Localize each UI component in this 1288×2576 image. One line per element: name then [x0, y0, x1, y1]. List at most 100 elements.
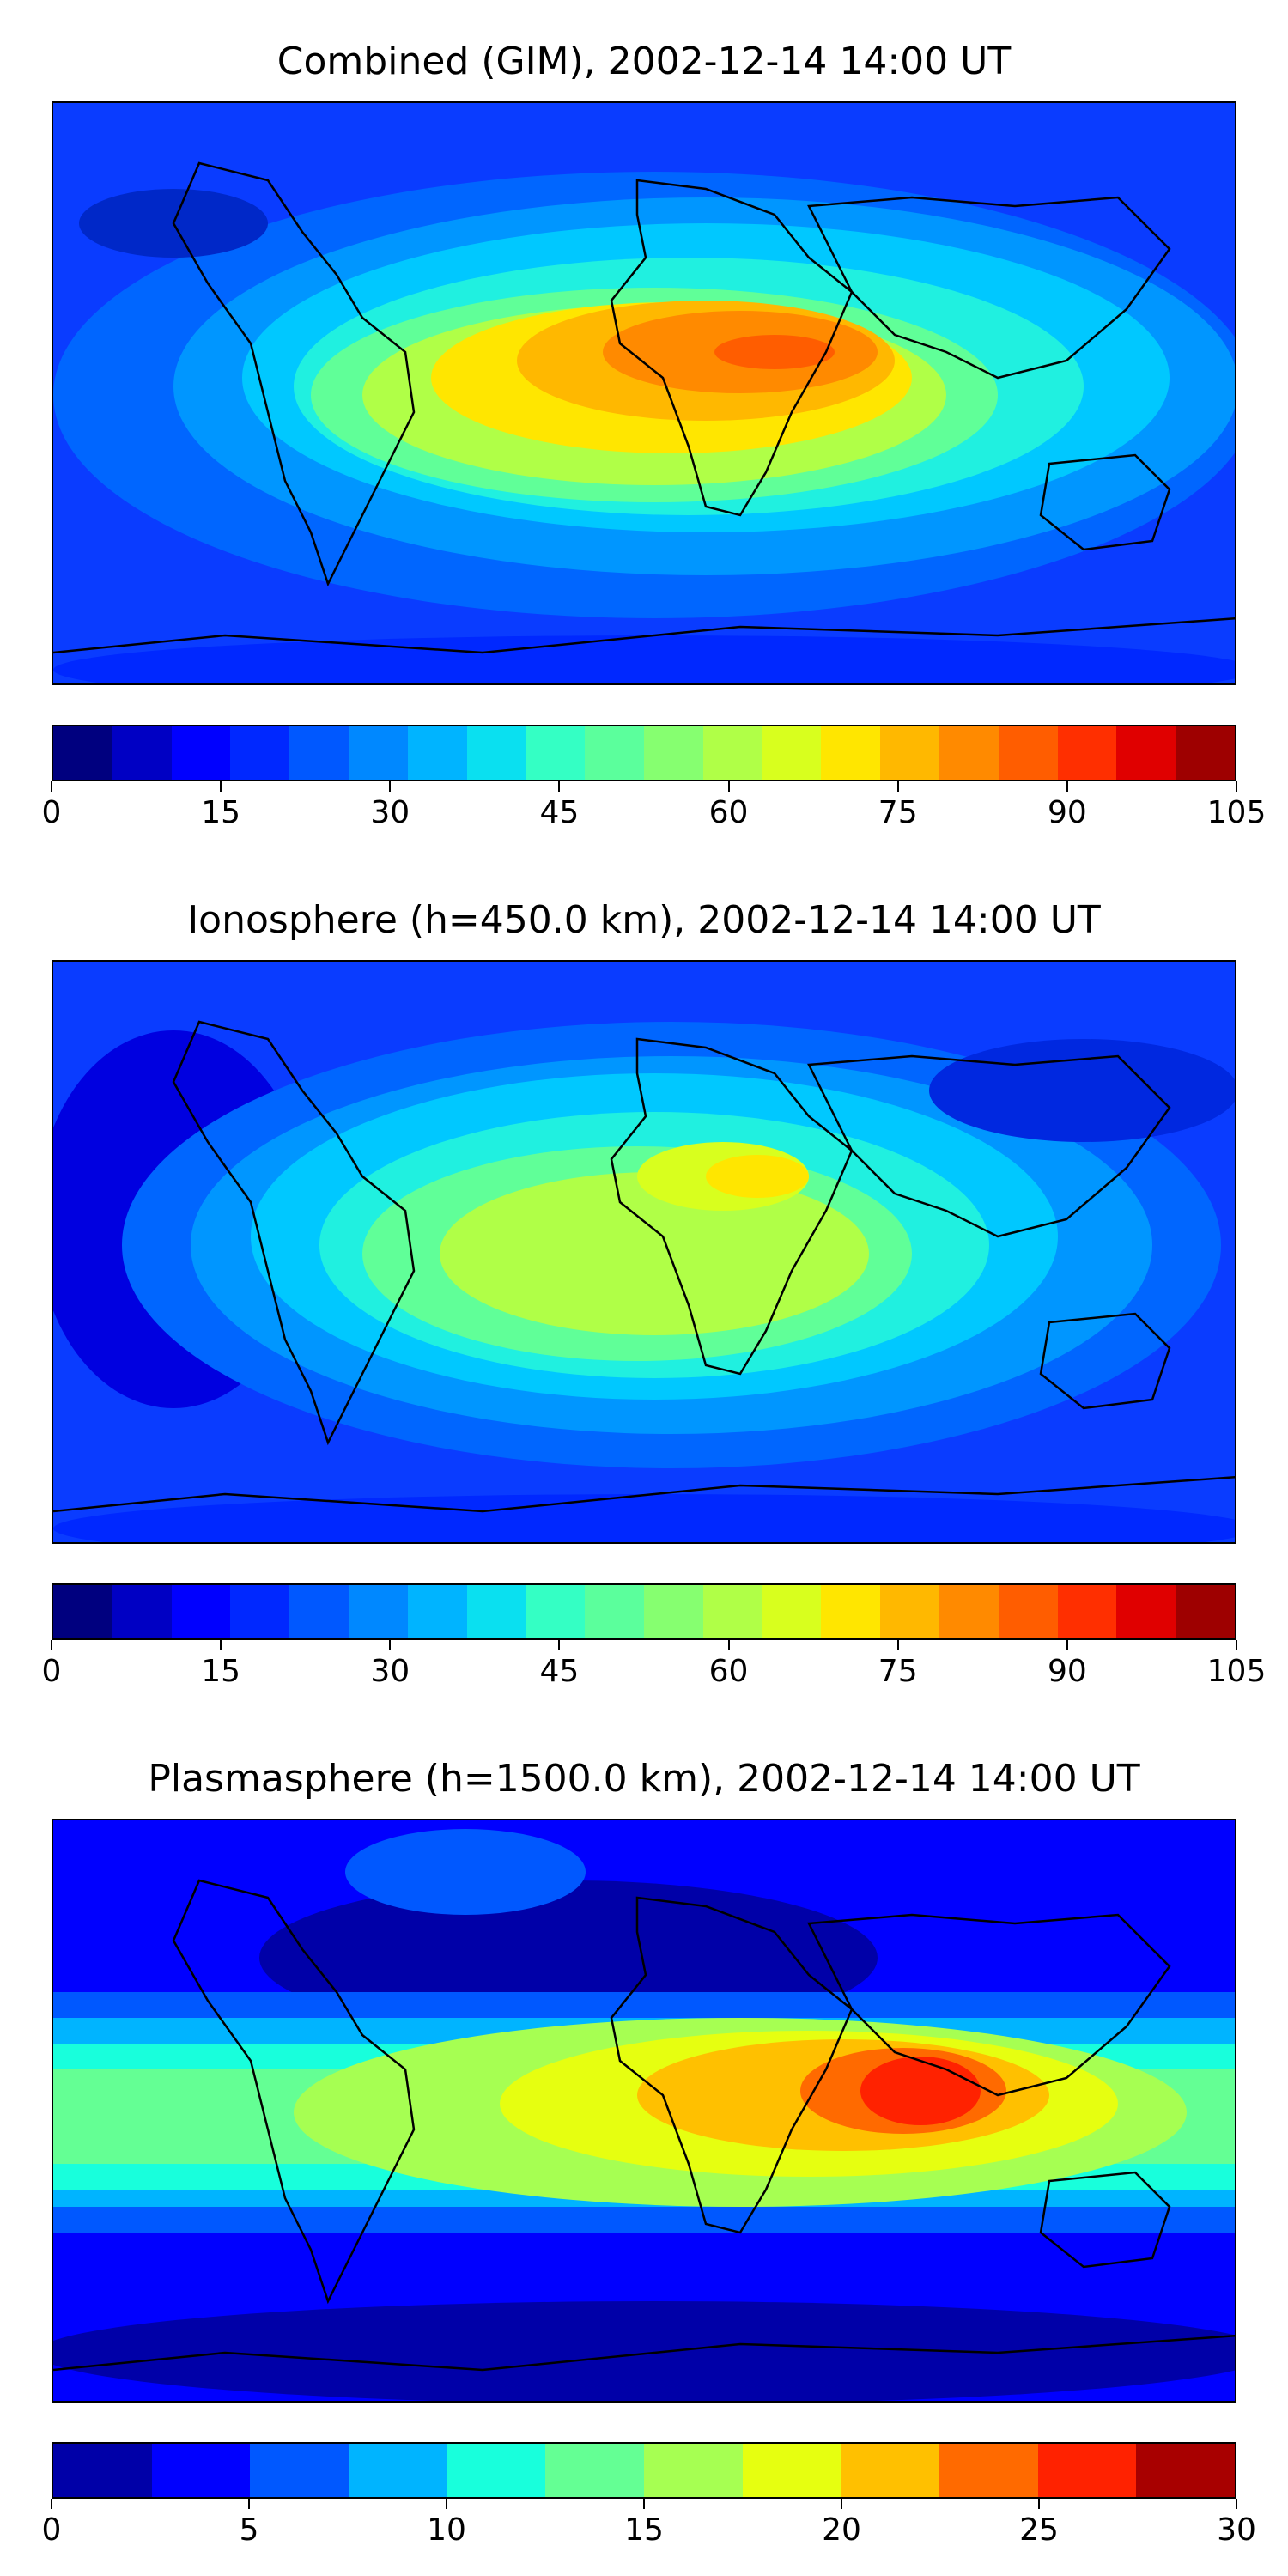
colorbar-swatch [112, 1585, 172, 1638]
tick-label: 15 [201, 795, 241, 830]
colorbar-swatch [171, 726, 231, 780]
tick-mark [389, 1640, 392, 1650]
colorbar-swatch [526, 726, 586, 780]
colorbar-swatch [545, 2444, 645, 2497]
colorbar-swatch [742, 2444, 841, 2497]
colorbar-swatch [880, 726, 939, 780]
tick-mark [643, 2499, 645, 2509]
colorbar-swatch [348, 1585, 408, 1638]
tick-label: 90 [1047, 795, 1087, 830]
coastline-antarctica [53, 617, 1235, 654]
colorbar-swatch [112, 726, 172, 780]
colorbar-swatch [998, 726, 1058, 780]
tick-label: 10 [427, 2512, 466, 2548]
coastline-europe-africa [610, 179, 854, 517]
colorbar-ticks: 0 5 10 15 20 25 30 [42, 2499, 1256, 2550]
colorbar-swatch [643, 1585, 703, 1638]
tick-mark [51, 781, 52, 792]
colorbar-swatch [821, 726, 881, 780]
colorbar-swatch [939, 2444, 1038, 2497]
tick-label: 60 [708, 1654, 749, 1689]
tick-mark [1066, 781, 1068, 792]
tick-label: 75 [878, 1654, 918, 1689]
colorbar-swatch [53, 2444, 152, 2497]
tick-mark [1236, 2499, 1237, 2509]
tick-label: 90 [1047, 1654, 1087, 1689]
tick-mark [1236, 1640, 1237, 1650]
tick-label: 15 [201, 1654, 241, 1689]
colorbar-swatch [407, 726, 467, 780]
colorbar-swatch [1057, 726, 1117, 780]
colorbar-swatch [1057, 1585, 1117, 1638]
colorbar-swatch [1116, 1585, 1176, 1638]
tick-label: 20 [822, 2512, 861, 2548]
tick-label: 105 [1206, 795, 1267, 830]
tick-mark [727, 781, 730, 792]
tec-contour-map [53, 103, 1235, 683]
tick-mark [220, 1640, 222, 1650]
colorbar-swatch [171, 1585, 231, 1638]
tec-map-plasmasphere [52, 1819, 1236, 2403]
tick-mark [1236, 781, 1237, 792]
colorbar-swatch [1176, 1585, 1235, 1638]
tick-mark [220, 781, 222, 792]
colorbar-swatch [998, 1585, 1058, 1638]
colorbar-swatch [585, 1585, 644, 1638]
colorbar-swatch [230, 1585, 290, 1638]
colorbar-swatch [250, 2444, 349, 2497]
colorbar-swatch [1116, 726, 1176, 780]
tick-mark [51, 1640, 52, 1650]
colorbar-swatch [762, 1585, 822, 1638]
colorbar-swatch [702, 1585, 762, 1638]
colorbar-ticks: 0 15 30 45 60 75 90 105 [42, 1640, 1266, 1692]
tec-contour-map [53, 1820, 1235, 2401]
colorbar-swatch [466, 726, 526, 780]
tick-label: 75 [878, 795, 918, 830]
colorbar [52, 2442, 1236, 2499]
panel-title: Ionosphere (h=450.0 km), 2002-12-14 14:0… [187, 898, 1101, 942]
tick-mark [896, 1640, 899, 1650]
colorbar-swatch [821, 1585, 881, 1638]
colorbar-swatch [702, 726, 762, 780]
tick-label: 0 [41, 1654, 62, 1689]
tec-map-ionosphere [52, 960, 1236, 1544]
tick-label: 0 [41, 2512, 62, 2548]
colorbar-swatch [526, 1585, 586, 1638]
tick-label: 60 [708, 795, 749, 830]
colorbar-swatch [53, 1585, 112, 1638]
tick-mark [558, 781, 561, 792]
colorbar-swatch [348, 726, 408, 780]
tick-label: 45 [539, 795, 580, 830]
colorbar-swatch [407, 1585, 467, 1638]
tick-mark [727, 1640, 730, 1650]
colorbar-swatch [880, 1585, 939, 1638]
coastline-americas [172, 161, 416, 587]
colorbar-swatch [643, 726, 703, 780]
tick-label: 105 [1206, 1654, 1267, 1689]
tick-label: 25 [1019, 2512, 1059, 2548]
colorbar-swatch [644, 2444, 743, 2497]
panel-title: Plasmasphere (h=1500.0 km), 2002-12-14 1… [148, 1757, 1140, 1801]
tick-label: 30 [370, 1654, 410, 1689]
colorbar-swatch [939, 1585, 999, 1638]
tick-mark [248, 2499, 250, 2509]
colorbar-swatch [762, 726, 822, 780]
colorbar-ticks: 0 15 30 45 60 75 90 105 [42, 781, 1266, 833]
colorbar-swatch [289, 1585, 349, 1638]
colorbar-swatch [151, 2444, 251, 2497]
colorbar-swatch [585, 726, 644, 780]
colorbar-swatch [349, 2444, 447, 2497]
tick-mark [1038, 2499, 1040, 2509]
coastline-australia [1039, 453, 1171, 551]
colorbar-swatch [230, 726, 290, 780]
colorbar-swatch [1136, 2444, 1236, 2497]
tick-label: 5 [239, 2512, 259, 2548]
colorbar-swatch [53, 726, 112, 780]
tick-mark [389, 781, 392, 792]
tick-label: 30 [1217, 2512, 1256, 2548]
colorbar [52, 1583, 1236, 1640]
colorbar-swatch [841, 2444, 940, 2497]
tec-map-combined [52, 101, 1236, 685]
tick-mark [51, 2499, 52, 2509]
colorbar-swatch [1037, 2444, 1137, 2497]
